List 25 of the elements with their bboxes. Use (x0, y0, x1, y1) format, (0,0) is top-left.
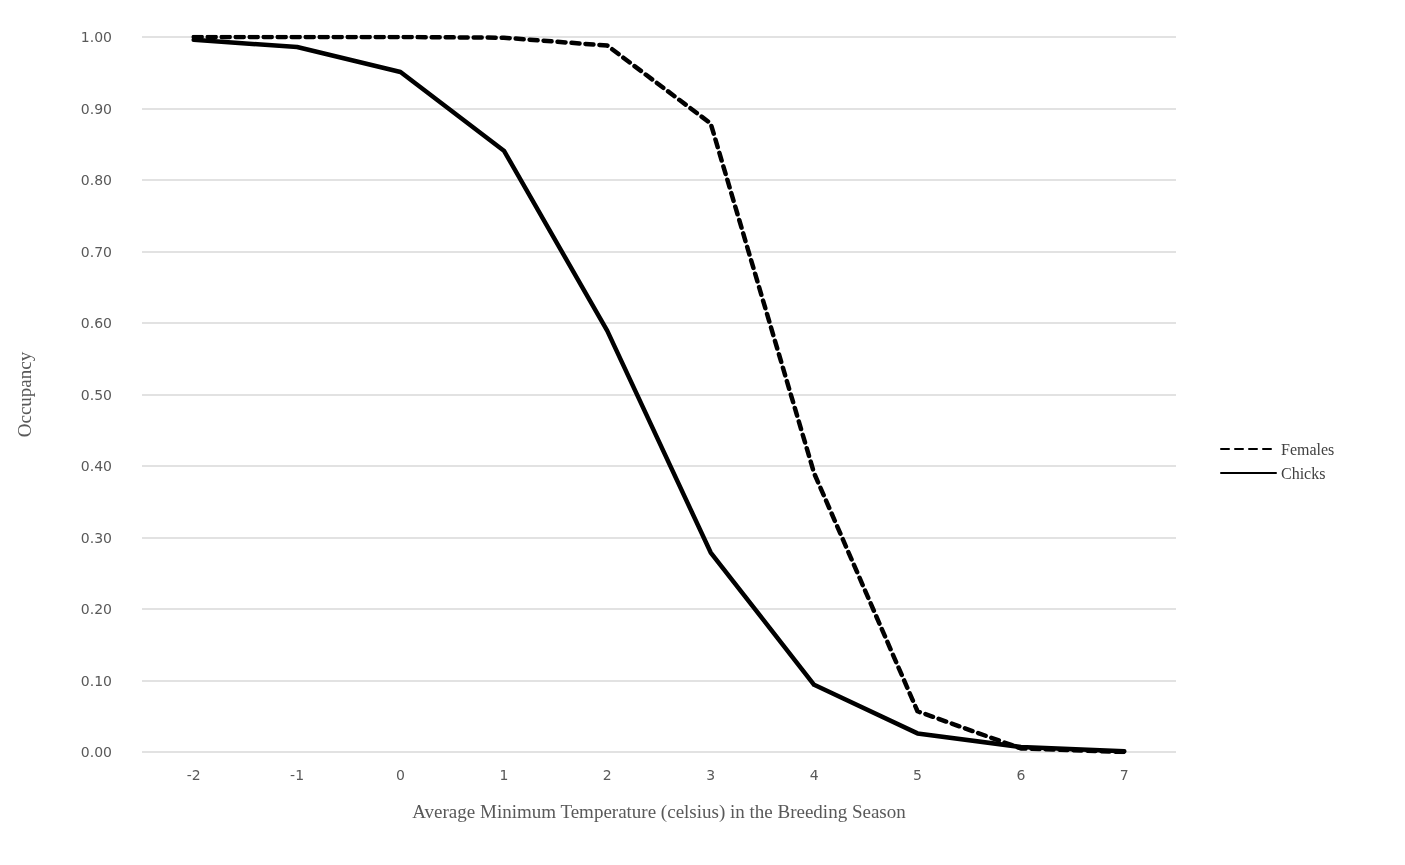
y-tick-label: 0.00 (80, 744, 112, 760)
x-tick-label: 2 (602, 767, 612, 783)
y-tick-label: 0.70 (80, 243, 112, 260)
x-tick-label: 1 (499, 767, 509, 783)
y-tick-label: 0.10 (80, 672, 112, 689)
legend-label: Females (1281, 440, 1335, 458)
y-tick-label: 0.40 (80, 458, 112, 474)
x-tick-label: -1 (290, 767, 305, 783)
y-tick-label: 0.60 (80, 315, 112, 331)
y-tick-label: 1.00 (80, 29, 112, 45)
x-tick-label: 4 (809, 767, 819, 783)
x-tick-label: 3 (706, 767, 716, 783)
y-tick-label: 0.90 (80, 100, 112, 117)
y-tick-label: 0.20 (80, 601, 112, 617)
legend-label: Chicks (1281, 464, 1326, 482)
y-axis-title: Occupancy (14, 351, 35, 438)
x-tick-label: -2 (186, 767, 201, 783)
y-tick-label: 0.50 (80, 386, 112, 403)
y-tick-label: 0.80 (80, 172, 112, 188)
x-tick-label: 0 (396, 767, 405, 783)
x-tick-label: 7 (1119, 767, 1129, 783)
y-tick-label: 0.30 (80, 529, 112, 546)
x-tick-label: 5 (913, 767, 922, 783)
x-tick-label: 6 (1016, 767, 1026, 783)
x-axis-title: Average Minimum Temperature (celsius) in the Breeding Season (412, 801, 907, 823)
